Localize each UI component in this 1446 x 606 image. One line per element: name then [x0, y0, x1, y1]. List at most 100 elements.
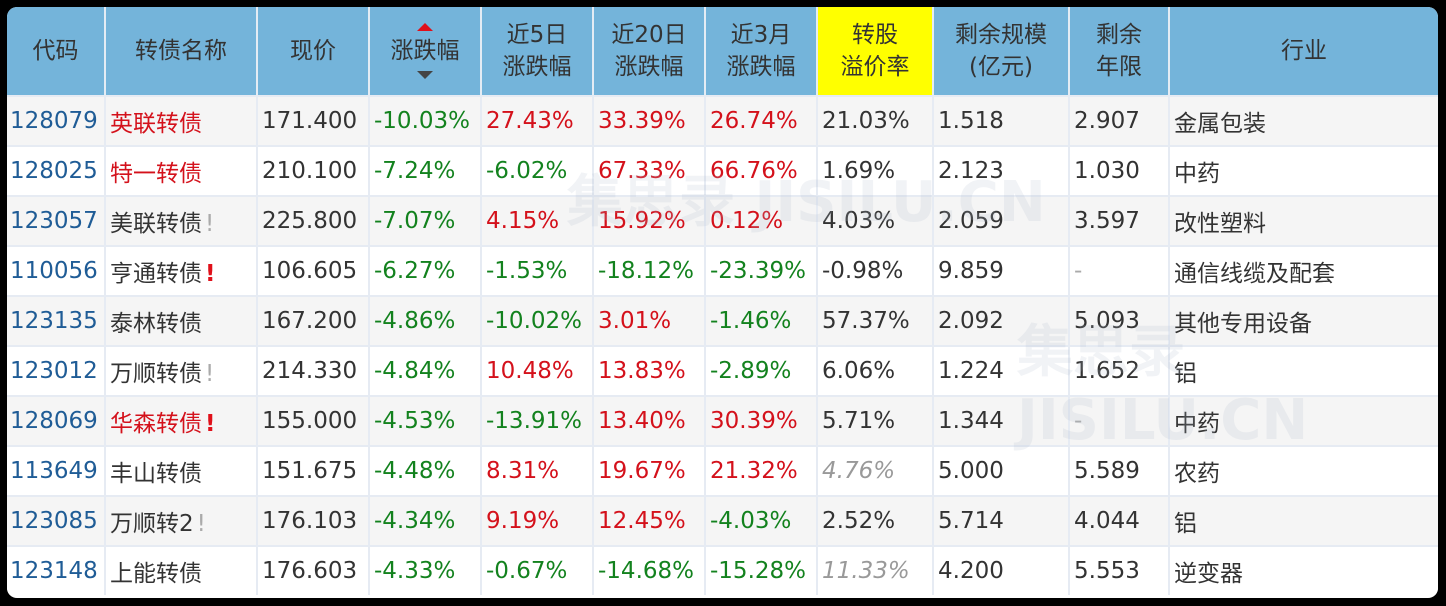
change-20d-cell: 3.01% [593, 295, 706, 346]
bond-name[interactable]: 泰林转债 [110, 311, 202, 337]
bond-name-link[interactable]: 英联转债 [105, 95, 258, 146]
years-cell: 2.907 [1069, 95, 1170, 146]
bond-name[interactable]: 上能转债 [110, 561, 202, 587]
bond-code-link[interactable]: 123057 [7, 195, 106, 246]
premium-cell: 5.71% [817, 395, 934, 446]
bond-code-link[interactable]: 123012 [7, 345, 106, 396]
price-cell: 225.800 [257, 195, 370, 246]
bond-name[interactable]: 特一转债 [110, 161, 202, 187]
bond-name[interactable]: 华森转债 [110, 411, 202, 437]
warning-exclamation-icon[interactable]: ! [205, 261, 216, 287]
table-row[interactable]: 128079 英联转债 171.400 -10.03% 27.43% 33.39% 26.7… [7, 95, 1438, 146]
industry-cell: 中药 [1169, 145, 1438, 196]
table-row[interactable]: 123057 美联转债! 225.800 -7.07% 4.15% 15.92% 0.12%… [7, 195, 1438, 246]
change-5d-cell: 10.48% [481, 345, 594, 396]
premium-cell: 4.76% [817, 445, 934, 496]
bond-name-link[interactable]: 万顺转债! [105, 345, 258, 396]
table-body: 128079 英联转债 171.400 -10.03% 27.43% 33.39% 26.7… [7, 95, 1438, 595]
bond-code-link[interactable]: 128079 [7, 95, 106, 146]
bond-name[interactable]: 丰山转债 [110, 461, 202, 487]
scale-cell: 5.714 [933, 495, 1070, 546]
scale-cell: 4.200 [933, 545, 1070, 595]
premium-cell: -0.98% [817, 245, 934, 296]
price-cell: 167.200 [257, 295, 370, 346]
header-price[interactable]: 现价 [257, 7, 370, 96]
change-5d-cell: 9.19% [481, 495, 594, 546]
table-row[interactable]: 123148 上能转债 176.603 -4.33% -0.67% -14.68% -15.… [7, 545, 1438, 595]
bond-name[interactable]: 万顺转债 [110, 361, 202, 387]
sort-control[interactable]: 涨跌幅 [391, 23, 460, 79]
years-cell: - [1069, 395, 1170, 446]
bond-code-link[interactable]: 123085 [7, 495, 106, 546]
bond-name[interactable]: 亨通转债 [110, 261, 202, 287]
change-20d-cell: 15.92% [593, 195, 706, 246]
change-3m-cell: -4.03% [705, 495, 818, 546]
warning-exclamation-icon[interactable]: ! [205, 211, 215, 237]
price-cell: 106.605 [257, 245, 370, 296]
premium-cell: 21.03% [817, 95, 934, 146]
bond-name-link[interactable]: 美联转债! [105, 195, 258, 246]
bond-name[interactable]: 美联转债 [110, 211, 202, 237]
bond-name[interactable]: 英联转债 [110, 111, 202, 137]
header-industry[interactable]: 行业 [1169, 7, 1438, 96]
header-name[interactable]: 转债名称 [105, 7, 258, 96]
change-cell: -4.86% [369, 295, 482, 346]
bond-name-link[interactable]: 上能转债 [105, 545, 258, 595]
warning-exclamation-icon[interactable]: ! [205, 361, 215, 387]
price-cell: 176.103 [257, 495, 370, 546]
change-cell: -10.03% [369, 95, 482, 146]
bond-name-link[interactable]: 丰山转债 [105, 445, 258, 496]
bond-name-link[interactable]: 亨通转债! [105, 245, 258, 296]
warning-exclamation-icon[interactable]: ! [205, 411, 216, 437]
table-row[interactable]: 123012 万顺转债! 214.330 -4.84% 10.48% 13.83% -2.8… [7, 345, 1438, 396]
table-row[interactable]: 128069 华森转债! 155.000 -4.53% -13.91% 13.40% 30.… [7, 395, 1438, 446]
sort-descending-icon[interactable] [417, 71, 433, 79]
change-cell: -7.07% [369, 195, 482, 246]
bond-code-link[interactable]: 123148 [7, 545, 106, 595]
bond-code-link[interactable]: 128069 [7, 395, 106, 446]
price-cell: 210.100 [257, 145, 370, 196]
header-change-20d[interactable]: 近20日 涨跌幅 [593, 7, 706, 96]
change-20d-cell: -18.12% [593, 245, 706, 296]
table-row[interactable]: 123135 泰林转债 167.200 -4.86% -10.02% 3.01% -1.46… [7, 295, 1438, 346]
change-3m-cell: 30.39% [705, 395, 818, 446]
header-change-3m[interactable]: 近3月 涨跌幅 [705, 7, 818, 96]
bond-code-link[interactable]: 123135 [7, 295, 106, 346]
premium-cell: 1.69% [817, 145, 934, 196]
bond-name-link[interactable]: 华森转债! [105, 395, 258, 446]
header-years[interactable]: 剩余 年限 [1069, 7, 1170, 96]
bond-code-link[interactable]: 110056 [7, 245, 106, 296]
header-premium[interactable]: 转股 溢价率 [817, 7, 934, 96]
change-cell: -4.48% [369, 445, 482, 496]
industry-cell: 通信线缆及配套 [1169, 245, 1438, 296]
bond-name[interactable]: 万顺转2 [110, 511, 194, 537]
scale-cell: 2.092 [933, 295, 1070, 346]
header-code[interactable]: 代码 [7, 7, 106, 96]
change-cell: -4.84% [369, 345, 482, 396]
warning-exclamation-icon[interactable]: ! [196, 511, 206, 537]
table-header-row: 代码 转债名称 现价 涨跌幅 近5日 涨跌幅 近20日 涨跌幅 近3月 涨跌幅 转股溢… [7, 7, 1438, 96]
change-cell: -7.24% [369, 145, 482, 196]
bond-table-container: 代码 转债名称 现价 涨跌幅 近5日 涨跌幅 近20日 涨跌幅 近3月 涨跌幅 转股溢… [7, 7, 1438, 598]
sort-ascending-icon[interactable] [417, 23, 433, 31]
bond-name-link[interactable]: 泰林转债 [105, 295, 258, 346]
change-5d-cell: -0.67% [481, 545, 594, 595]
industry-cell: 逆变器 [1169, 545, 1438, 595]
table-row[interactable]: 110056 亨通转债! 106.605 -6.27% -1.53% -18.12% -23… [7, 245, 1438, 296]
industry-cell: 铝 [1169, 345, 1438, 396]
premium-cell: 2.52% [817, 495, 934, 546]
change-5d-cell: 27.43% [481, 95, 594, 146]
bond-code-link[interactable]: 128025 [7, 145, 106, 196]
table-row[interactable]: 113649 丰山转债 151.675 -4.48% 8.31% 19.67% 21.32%… [7, 445, 1438, 496]
bond-name-link[interactable]: 万顺转2! [105, 495, 258, 546]
industry-cell: 农药 [1169, 445, 1438, 496]
header-change[interactable]: 涨跌幅 [369, 7, 482, 96]
table-row[interactable]: 128025 特一转债 210.100 -7.24% -6.02% 67.33% 66.76… [7, 145, 1438, 196]
header-change-5d[interactable]: 近5日 涨跌幅 [481, 7, 594, 96]
bond-name-link[interactable]: 特一转债 [105, 145, 258, 196]
table-row[interactable]: 123085 万顺转2! 176.103 -4.34% 9.19% 12.45% -4.03… [7, 495, 1438, 546]
bond-code-link[interactable]: 113649 [7, 445, 106, 496]
years-cell: 3.597 [1069, 195, 1170, 246]
header-scale[interactable]: 剩余规模 (亿元) [933, 7, 1070, 96]
change-3m-cell: 21.32% [705, 445, 818, 496]
